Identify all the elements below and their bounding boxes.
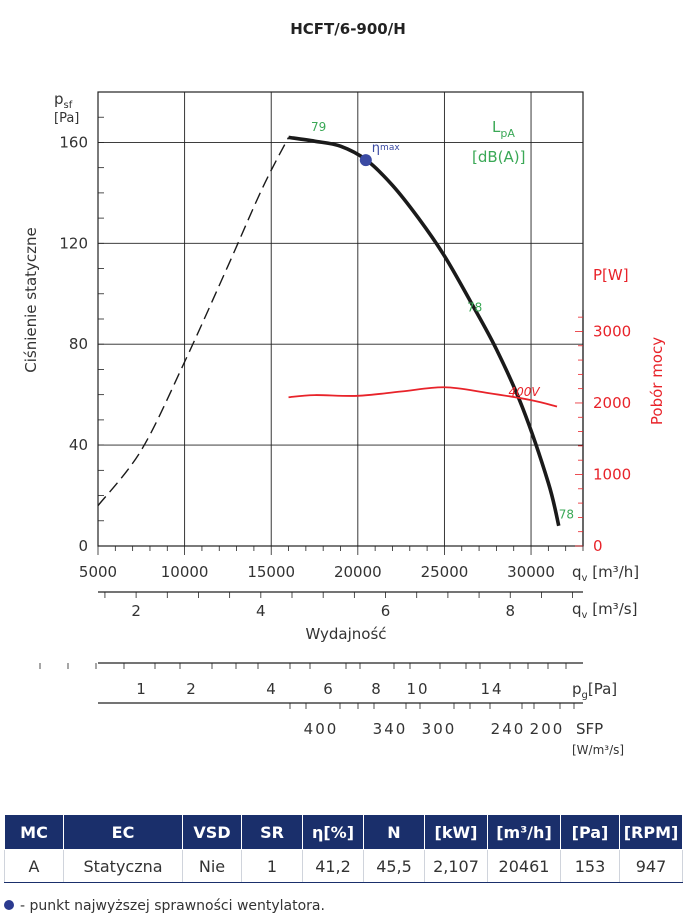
y2-tick-label: 0 (593, 537, 603, 555)
series-line (288, 386, 558, 408)
cell-pa: 153 (560, 849, 620, 883)
sfp-tick-label: 340 (373, 720, 408, 738)
cell-ec: Statyczna (63, 849, 183, 883)
header-ec: EC (63, 814, 183, 850)
annotation-label: 78 (559, 507, 574, 521)
chart-title: HCFT/6-900/H (290, 20, 406, 38)
header-m3h: [m³/h] (487, 814, 561, 850)
cell-sr: 1 (241, 849, 303, 883)
cell-kw: 2,107 (424, 849, 488, 883)
table-row: A Statyczna Nie 1 41,2 45,5 2,107 20461 … (4, 849, 683, 883)
footnote-text: - punkt najwyższej sprawności wentylator… (20, 898, 325, 914)
pg-tick-label: 1 (136, 680, 148, 698)
x-unit-m3s: qv [m³/s] (572, 600, 637, 621)
sfp-scale-unit: [W/m³/s] (572, 743, 624, 757)
x-tick-label: 10000 (161, 563, 209, 581)
sound-level-unit: [dB(A)] (472, 148, 525, 166)
pg-scale-ticks: 1 2 4 6 8 10 14 (39, 663, 567, 698)
series-line (288, 135, 561, 527)
x2-tick-label: 6 (381, 602, 391, 620)
y2-axis-label: Pobór mocy (648, 337, 666, 425)
sfp-tick-label: 400 (304, 720, 339, 738)
header-rpm: [RPM] (619, 814, 683, 850)
cell-mc: A (4, 849, 64, 883)
sfp-tick-label: 300 (422, 720, 457, 738)
sfp-scale-ticks: 400 340 300 240 200 (289, 703, 575, 738)
cell-vsd: Nie (182, 849, 242, 883)
x2-tick-label: 4 (256, 602, 266, 620)
pg-tick-label: 14 (480, 680, 503, 698)
header-sr: SR (241, 814, 303, 850)
header-vsd: VSD (182, 814, 242, 850)
x-tick-label: 30000 (507, 563, 555, 581)
y-tick-label: 0 (78, 537, 88, 555)
pg-tick-label: 2 (186, 680, 198, 698)
footnote: - punkt najwyższej sprawności wentylator… (4, 898, 325, 914)
annotation-label: 400V (509, 385, 541, 399)
y2-unit-label: P[W] (593, 266, 629, 284)
sfp-tick-label: 200 (530, 720, 565, 738)
header-n: N (363, 814, 425, 850)
eta-max-label: ηmax (372, 141, 401, 156)
cell-rpm: 947 (619, 849, 683, 883)
y-axis-label: Ciśnienie statyczne (22, 227, 40, 373)
header-mc: MC (4, 814, 64, 850)
header-eta: η[%] (302, 814, 364, 850)
chart-series: ηmax (97, 135, 561, 527)
y-tick-label: 160 (59, 133, 88, 151)
pg-tick-label: 4 (266, 680, 278, 698)
sfp-tick-label: 240 (491, 720, 526, 738)
y-unit-label: [Pa] (54, 111, 79, 126)
y-unit-symbol: psf (54, 90, 73, 111)
spec-table-header: MC EC VSD SR η[%] N [kW] [m³/h] [Pa] [RP… (4, 814, 683, 850)
sfp-scale-label: SFP (576, 720, 603, 738)
sound-level-label: LpA (492, 118, 515, 140)
x-unit-m3h: qv [m³/h] (572, 563, 639, 584)
annotation-label: 79 (311, 120, 326, 134)
annotation-label: 78 (467, 300, 482, 314)
y-tick-label: 40 (69, 436, 88, 454)
x-tick-label: 20000 (334, 563, 382, 581)
pg-tick-label: 6 (323, 680, 335, 698)
chart-gridlines: 0 40 80 120 160 (59, 91, 583, 555)
header-kw: [kW] (424, 814, 488, 850)
y2-axis-ticks: 0 1000 2000 3000 (575, 316, 631, 555)
header-pa: [Pa] (560, 814, 620, 850)
y-tick-label: 80 (69, 335, 88, 353)
x2-tick-label: 2 (131, 602, 141, 620)
eta-max-legend-dot (4, 900, 14, 910)
x-tick-label: 25000 (421, 563, 469, 581)
x2-tick-label: 8 (505, 602, 515, 620)
series-line (97, 137, 290, 507)
spec-table: MC EC VSD SR η[%] N [kW] [m³/h] [Pa] [RP… (4, 814, 683, 883)
y-tick-label: 120 (59, 234, 88, 252)
cell-eta: 41,2 (302, 849, 364, 883)
x-axis-label: Wydajność (305, 625, 386, 643)
y2-tick-label: 1000 (593, 465, 631, 483)
y2-tick-label: 3000 (593, 322, 631, 340)
x-axis-ticks-m3s: 2 4 6 8 (104, 592, 574, 620)
x-tick-label: 5000 (79, 563, 117, 581)
y2-tick-label: 2000 (593, 394, 631, 412)
x-axis-ticks-m3h: 5000 10000 15000 20000 25000 30000 (79, 546, 584, 581)
pg-tick-label: 10 (406, 680, 429, 698)
chart-annotations: 79 78 78 400V (311, 120, 574, 521)
cell-m3h: 20461 (487, 849, 561, 883)
pg-tick-label: 8 (371, 680, 383, 698)
x-tick-label: 15000 (247, 563, 295, 581)
pg-scale-label: pg[Pa] (572, 680, 617, 701)
cell-n: 45,5 (363, 849, 425, 883)
eta-max-point (359, 154, 372, 167)
